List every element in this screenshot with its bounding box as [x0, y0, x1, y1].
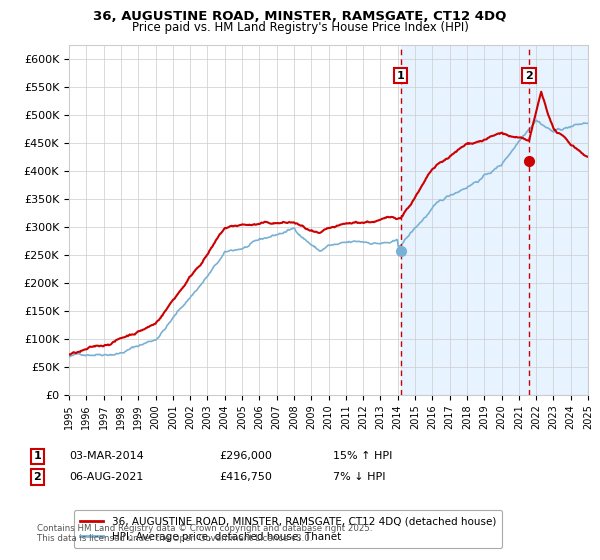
Text: £296,000: £296,000	[219, 451, 272, 461]
Text: Contains HM Land Registry data © Crown copyright and database right 2025.
This d: Contains HM Land Registry data © Crown c…	[37, 524, 373, 543]
Text: 15% ↑ HPI: 15% ↑ HPI	[333, 451, 392, 461]
Text: Price paid vs. HM Land Registry's House Price Index (HPI): Price paid vs. HM Land Registry's House …	[131, 21, 469, 34]
Text: 36, AUGUSTINE ROAD, MINSTER, RAMSGATE, CT12 4DQ: 36, AUGUSTINE ROAD, MINSTER, RAMSGATE, C…	[94, 10, 506, 23]
Text: 7% ↓ HPI: 7% ↓ HPI	[333, 472, 386, 482]
Text: 03-MAR-2014: 03-MAR-2014	[69, 451, 144, 461]
Text: 2: 2	[34, 472, 41, 482]
Text: 1: 1	[397, 71, 404, 81]
Text: 2: 2	[525, 71, 533, 81]
Text: 1: 1	[34, 451, 41, 461]
Text: £416,750: £416,750	[219, 472, 272, 482]
Legend: 36, AUGUSTINE ROAD, MINSTER, RAMSGATE, CT12 4DQ (detached house), HPI: Average p: 36, AUGUSTINE ROAD, MINSTER, RAMSGATE, C…	[74, 510, 502, 548]
Text: 06-AUG-2021: 06-AUG-2021	[69, 472, 143, 482]
